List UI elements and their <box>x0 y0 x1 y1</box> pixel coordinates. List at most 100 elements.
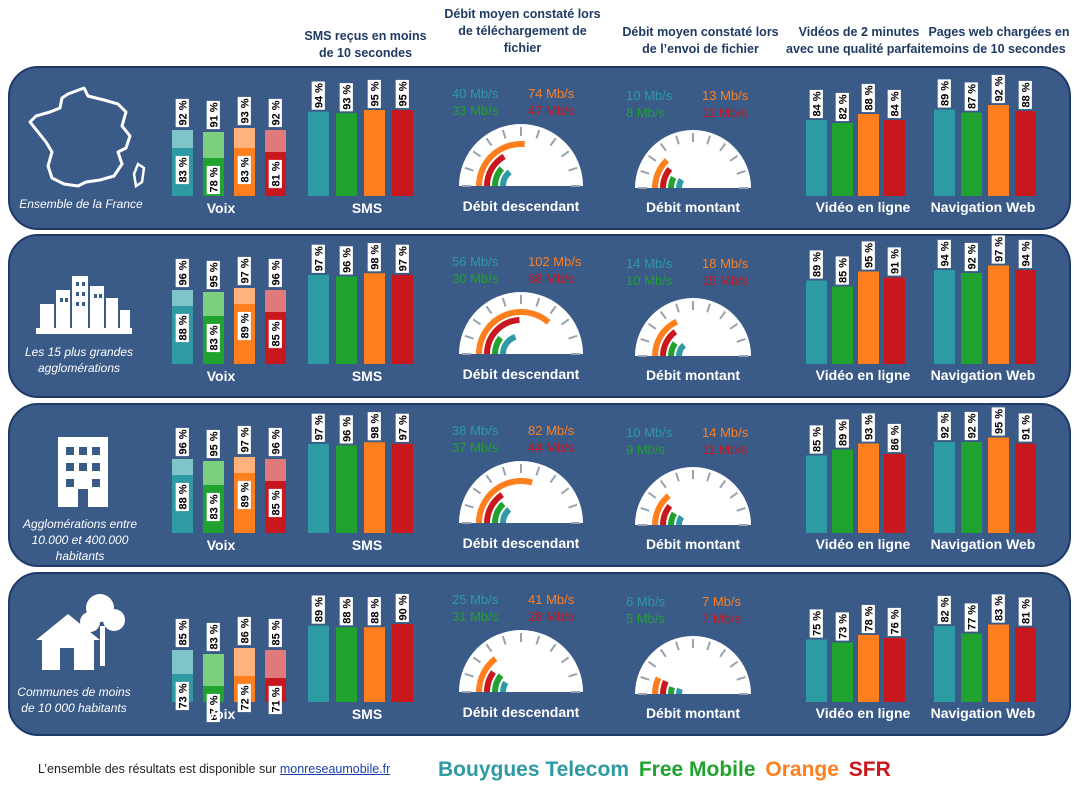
web-2-label-3-text: 91 % <box>1020 415 1032 440</box>
web-1-label-0-text: 94 % <box>939 241 951 266</box>
voix-total-label-3-3: 85 % <box>268 618 282 648</box>
dl-gauge-3-arc-0 <box>500 680 509 693</box>
sms-2-label-0: 97 % <box>311 413 325 442</box>
voix-total-label-3-3-bg <box>268 618 282 648</box>
sms-2-label-0-text: 97 % <box>313 415 325 440</box>
sms-2-label-2: 98 % <box>367 412 381 441</box>
sms-2-bar-0 <box>308 443 329 533</box>
voix-perfect-label-2-0-text: 88 % <box>177 484 189 509</box>
dl-gauge-2-arc-2 <box>476 478 533 524</box>
dl-gauge-0-tick-4 <box>501 129 507 139</box>
dl-gauge-0-tick-2 <box>472 150 482 158</box>
dl-gauge-0-tick-1 <box>464 166 474 172</box>
web-caption-0: Navigation Web <box>931 199 1036 215</box>
voix-total-label-2-3-text: 96 % <box>270 429 282 454</box>
dl-gauge-0-arc-1 <box>492 166 505 187</box>
video-2-bar-3 <box>884 454 905 533</box>
video-0-label-2: 88 % <box>861 83 875 113</box>
ul-gauge-0-tick-9 <box>736 170 746 175</box>
dl-gauge-1-tick-7 <box>549 305 557 315</box>
voix-perfect-label-1-0: 88 % <box>175 313 189 343</box>
web-0-label-2-bg <box>991 74 1005 104</box>
dl-value-2-1: 102 Mb/s <box>528 254 582 269</box>
legend-bouygues: Bouygues Telecom <box>438 758 629 781</box>
ul-gauge-2-arc-3 <box>660 503 673 526</box>
sms-1-bar-1 <box>336 276 357 364</box>
footer-link[interactable]: monreseaumobile.fr <box>279 762 391 776</box>
video-3-label-3-bg <box>887 607 901 637</box>
dl-value-2-0: 74 Mb/s <box>528 86 575 101</box>
sms-0-bar-2 <box>364 110 385 196</box>
dl-value-2-3: 41 Mb/s <box>528 592 575 607</box>
web-3-label-0: 82 % <box>937 595 951 625</box>
web-0-label-2: 92 % <box>991 74 1005 104</box>
voix-total-label-3-2-text: 86 % <box>239 618 251 643</box>
dl-value-1-3: 31 Mb/s <box>452 609 499 624</box>
web-2-label-3: 91 % <box>1018 413 1032 442</box>
voix-total-bar-3-0 <box>172 650 193 674</box>
voix-total-label-0-1-text: 91 % <box>208 102 220 127</box>
web-2-label-0: 92 % <box>937 411 951 441</box>
voix-perfect-label-0-3-text: 81 % <box>270 161 282 186</box>
dl-gauge-2-arc-1 <box>492 501 506 524</box>
sms-3-label-3-text: 90 % <box>397 595 409 620</box>
dl-gauge-1-tick-2 <box>472 318 482 326</box>
web-caption-1: Navigation Web <box>931 367 1036 383</box>
voix-total-label-2-3: 96 % <box>268 427 282 457</box>
voix-caption-1: Voix <box>207 368 236 384</box>
dl-gauge-2-tick-9 <box>568 503 578 509</box>
sms-3-label-2-text: 88 % <box>369 598 381 623</box>
dl-gauge-2-tick-2 <box>472 487 482 495</box>
header-upload: Débit moyen constaté lors de l’envoi de … <box>622 25 779 56</box>
web-1-label-2-text: 97 % <box>993 237 1005 262</box>
sms-0-label-0-text: 94 % <box>313 83 325 108</box>
web-3-label-1-text: 77 % <box>966 605 978 630</box>
voix-total-label-3-3-text: 85 % <box>270 620 282 645</box>
web-2-bar-1 <box>961 442 982 533</box>
ul-caption-3: Débit montant <box>646 705 740 721</box>
ul-value-3-1: 15 Mb/s <box>702 273 749 288</box>
sms-0-bar-1 <box>336 113 357 196</box>
voix-total-label-0-2-text: 93 % <box>239 98 251 123</box>
video-3-label-0-bg <box>809 609 823 638</box>
video-3-bar-3 <box>884 638 905 702</box>
footer: L’ensemble des résultats est disponible … <box>38 762 390 776</box>
voix-total-label-1-2: 97 % <box>237 256 251 286</box>
voix-perfect-label-0-1-text: 78 % <box>208 167 220 192</box>
dl-gauge-1-tick-4 <box>501 297 507 307</box>
web-3-label-2: 83 % <box>991 594 1005 623</box>
ul-gauge-3-tick-2 <box>647 660 657 668</box>
ul-value-1-1: 10 Mb/s <box>626 273 673 288</box>
web-2-label-1-text: 92 % <box>966 413 978 438</box>
voix-total-label-2-0: 96 % <box>175 427 189 457</box>
sms-1-label-2-bg <box>367 243 381 272</box>
video-2-label-1: 89 % <box>835 419 849 448</box>
voix-perfect-label-3-0: 73 % <box>175 681 189 711</box>
video-0-label-3-bg <box>887 89 901 119</box>
dl-gauge-1-tick-3 <box>485 305 493 315</box>
ul-gauge-2-tick-3 <box>659 479 667 489</box>
voix-perfect-label-2-1: 83 % <box>206 492 220 522</box>
sms-2-label-2-text: 98 % <box>369 413 381 438</box>
header-web: Pages web chargées en moins de 10 second… <box>928 25 1070 56</box>
video-2-label-2: 93 % <box>861 413 875 442</box>
voix-perfect-label-1-3-text: 85 % <box>270 321 282 346</box>
voix-total-label-0-2: 93 % <box>237 96 251 126</box>
web-3-label-1-bg <box>964 603 978 632</box>
video-3-label-1-text: 73 % <box>837 614 849 639</box>
ul-gauge-3-arc-2 <box>652 676 662 695</box>
voix-total-label-1-1: 95 % <box>206 260 220 290</box>
dl-caption-1: Débit descendant <box>463 366 580 382</box>
ul-gauge-0-arc-2 <box>652 158 670 189</box>
ul-gauge-2-arc-1 <box>668 511 678 526</box>
voix-perfect-label-3-1: 67 % <box>206 693 220 723</box>
video-2-label-0: 85 % <box>809 425 823 454</box>
voix-perfect-label-2-3: 85 % <box>268 488 282 518</box>
dl-value-3-0: 47 Mb/s <box>528 103 575 118</box>
video-2-label-3-bg <box>887 423 901 453</box>
sms-caption-3: SMS <box>352 706 382 722</box>
voix-total-label-2-1-bg <box>206 429 220 459</box>
ul-gauge-1-tick-1 <box>640 338 650 343</box>
header-sms: SMS reçus en moins de 10 secondes <box>304 29 427 60</box>
sms-0-label-2-text: 95 % <box>369 81 381 106</box>
